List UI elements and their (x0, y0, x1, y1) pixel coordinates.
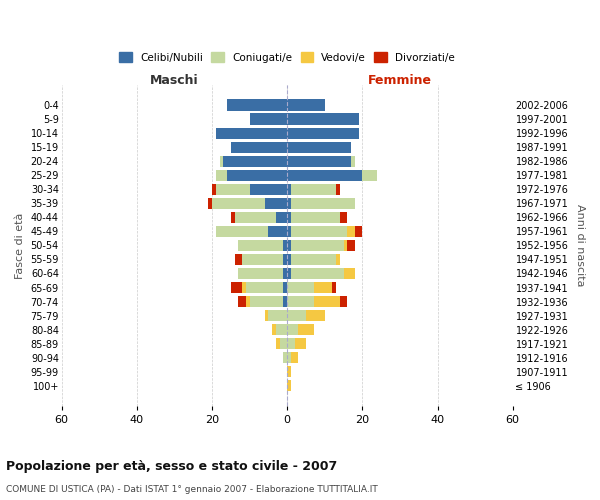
Bar (246, 296, 250, 307)
Bar (268, 310, 287, 321)
Bar (291, 240, 344, 251)
Bar (332, 282, 336, 293)
Bar (287, 254, 291, 265)
Bar (287, 156, 351, 167)
Bar (235, 212, 276, 223)
Bar (235, 254, 242, 265)
Bar (287, 268, 291, 279)
Bar (287, 380, 291, 392)
Bar (287, 212, 291, 223)
Bar (336, 184, 340, 195)
Bar (287, 142, 351, 153)
Bar (287, 324, 298, 335)
Bar (344, 240, 347, 251)
Bar (340, 296, 347, 307)
Bar (283, 268, 287, 279)
Bar (216, 170, 227, 181)
Bar (287, 352, 291, 364)
Bar (283, 254, 287, 265)
Bar (291, 184, 336, 195)
Bar (238, 268, 283, 279)
Y-axis label: Anni di nascita: Anni di nascita (575, 204, 585, 286)
Bar (250, 114, 287, 124)
Bar (223, 156, 287, 167)
Bar (276, 338, 280, 349)
Bar (355, 226, 362, 237)
Bar (276, 324, 287, 335)
Bar (265, 198, 287, 209)
Bar (208, 198, 212, 209)
Bar (287, 198, 291, 209)
Bar (306, 310, 325, 321)
Bar (291, 198, 355, 209)
Bar (287, 184, 291, 195)
Bar (265, 310, 268, 321)
Bar (347, 240, 355, 251)
Text: COMUNE DI USTICA (PA) - Dati ISTAT 1° gennaio 2007 - Elaborazione TUTTITALIA.IT: COMUNE DI USTICA (PA) - Dati ISTAT 1° ge… (6, 485, 378, 494)
Bar (272, 324, 276, 335)
Y-axis label: Fasce di età: Fasce di età (15, 212, 25, 278)
Bar (216, 128, 287, 138)
Bar (314, 282, 332, 293)
Bar (287, 310, 306, 321)
Bar (283, 352, 287, 364)
Bar (227, 100, 287, 110)
Bar (220, 156, 223, 167)
Bar (347, 226, 355, 237)
Bar (298, 324, 314, 335)
Bar (231, 212, 235, 223)
Bar (336, 254, 340, 265)
Bar (287, 338, 295, 349)
Bar (276, 212, 287, 223)
Bar (227, 170, 287, 181)
Text: Femmine: Femmine (368, 74, 432, 87)
Bar (287, 240, 291, 251)
Bar (291, 268, 344, 279)
Bar (314, 296, 340, 307)
Bar (287, 296, 314, 307)
Bar (216, 226, 268, 237)
Bar (291, 226, 347, 237)
Bar (287, 282, 314, 293)
Bar (250, 296, 283, 307)
Bar (287, 114, 359, 124)
Bar (287, 170, 362, 181)
Bar (362, 170, 377, 181)
Legend: Celibi/Nubili, Coniugati/e, Vedovi/e, Divorziati/e: Celibi/Nubili, Coniugati/e, Vedovi/e, Di… (115, 48, 459, 67)
Bar (344, 268, 355, 279)
Bar (291, 254, 336, 265)
Bar (287, 128, 359, 138)
Bar (212, 184, 216, 195)
Bar (287, 100, 325, 110)
Bar (250, 184, 287, 195)
Text: Maschi: Maschi (150, 74, 199, 87)
Bar (246, 282, 283, 293)
Bar (242, 254, 283, 265)
Bar (340, 212, 347, 223)
Bar (212, 198, 265, 209)
Bar (242, 282, 246, 293)
Bar (231, 142, 287, 153)
Bar (291, 212, 340, 223)
Bar (231, 282, 242, 293)
Bar (287, 226, 291, 237)
Bar (280, 338, 287, 349)
Bar (268, 226, 287, 237)
Bar (216, 184, 250, 195)
Text: Popolazione per età, sesso e stato civile - 2007: Popolazione per età, sesso e stato civil… (6, 460, 337, 473)
Bar (238, 296, 246, 307)
Bar (238, 240, 283, 251)
Bar (295, 338, 306, 349)
Bar (283, 240, 287, 251)
Bar (283, 296, 287, 307)
Bar (283, 282, 287, 293)
Bar (351, 156, 355, 167)
Bar (287, 366, 291, 378)
Bar (291, 352, 298, 364)
